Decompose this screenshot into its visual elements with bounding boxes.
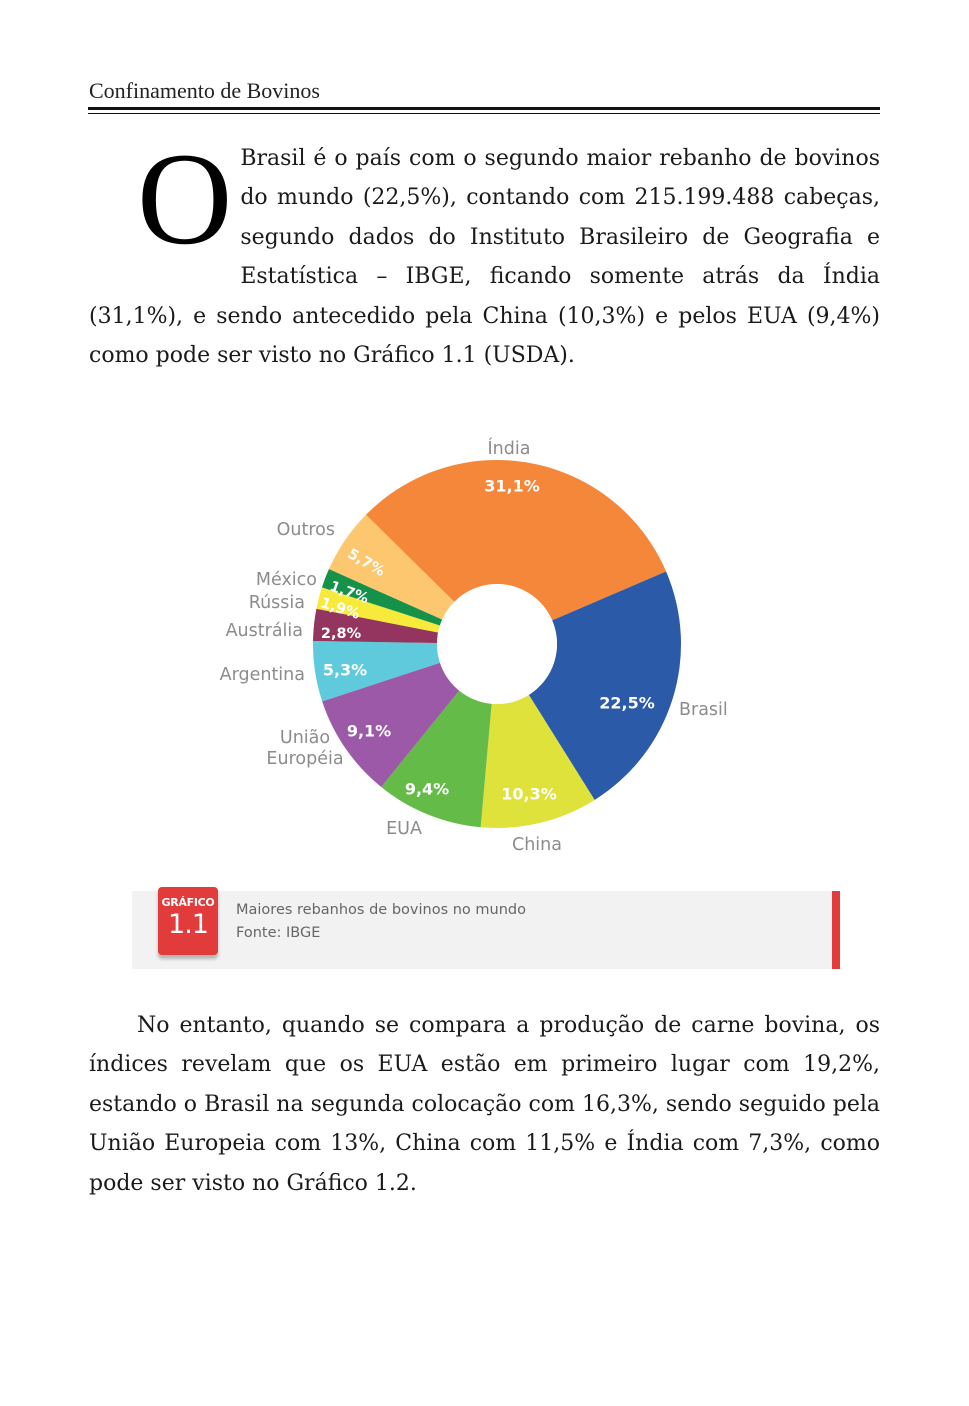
cattle-herd-donut-chart: 31,1%22,5%10,3%9,4%9,1%5,3%2,8%1,9%1,7%5… xyxy=(220,437,728,855)
intro-text: Brasil é o país com o segundo maior reba… xyxy=(89,146,880,369)
category-label-brasil: Brasil xyxy=(679,700,728,720)
category-label-australia: Austrália xyxy=(226,621,303,641)
value-label-brasil: 22,5% xyxy=(599,694,655,713)
category-label-uniao-europeia: União Européia xyxy=(266,728,343,769)
value-label-argentina: 5,3% xyxy=(323,661,367,680)
slice-mexico xyxy=(321,569,443,626)
donut-hole xyxy=(437,584,557,704)
chart-caption: GRÁFICO 1.1 Maiores rebanhos de bovinos … xyxy=(132,887,840,969)
caption-accent-bar xyxy=(832,891,840,969)
running-header: Confinamento de Bovinos xyxy=(89,78,320,103)
slice-brasil xyxy=(528,571,681,800)
caption-badge: GRÁFICO 1.1 xyxy=(158,887,218,955)
slice-argentina xyxy=(313,640,440,702)
category-label-eua: EUA xyxy=(386,819,422,839)
value-label-uniao-europeia: 9,1% xyxy=(347,722,391,741)
category-label-mexico: México xyxy=(256,570,317,590)
caption-badge-number: 1.1 xyxy=(168,909,209,940)
slice-australia xyxy=(313,608,439,644)
slice-russia xyxy=(316,587,440,633)
drop-cap: O xyxy=(137,125,233,272)
category-label-argentina: Argentina xyxy=(220,665,305,685)
category-label-china: China xyxy=(512,835,562,855)
value-label-india: 31,1% xyxy=(484,477,540,496)
slice-india xyxy=(365,459,667,621)
value-label-china: 10,3% xyxy=(501,785,557,804)
body-paragraph: No entanto, quando se compara a produção… xyxy=(89,1013,880,1196)
slice-outros xyxy=(328,514,455,620)
category-label-india: Índia xyxy=(488,437,531,459)
slice-china xyxy=(480,694,595,828)
value-label-eua: 9,4% xyxy=(405,780,449,799)
caption-title: Maiores rebanhos de bovinos no mundo xyxy=(236,902,526,918)
value-label-australia: 2,8% xyxy=(321,626,362,642)
caption-badge-label: GRÁFICO xyxy=(161,896,215,909)
header-rule-thick xyxy=(88,107,880,110)
header-rule-thin xyxy=(88,113,880,114)
intro-paragraph: O Brasil é o país com o segundo maior reb… xyxy=(89,125,880,375)
slice-uniao-europeia xyxy=(322,662,460,787)
slice-eua xyxy=(381,690,492,828)
category-label-outros: Outros xyxy=(277,520,335,540)
category-label-russia: Rússia xyxy=(249,593,305,613)
caption-source: Fonte: IBGE xyxy=(236,925,321,941)
